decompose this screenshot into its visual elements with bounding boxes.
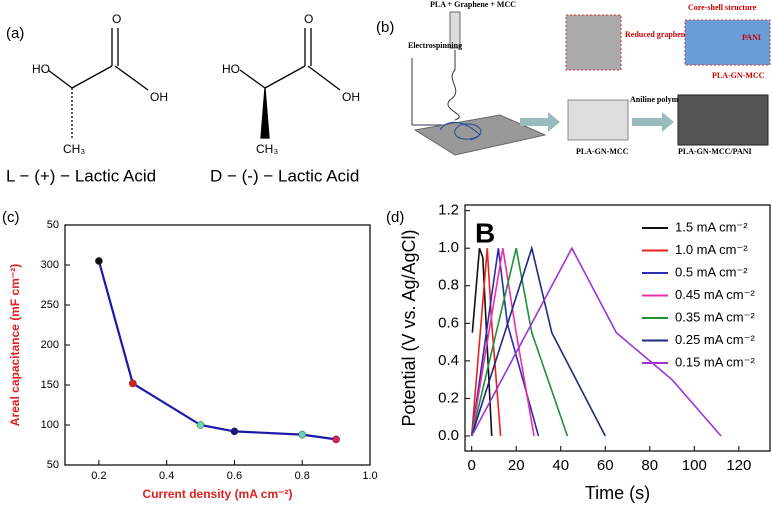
y-tick-label: 1.0: [438, 239, 459, 256]
mat: [567, 99, 629, 141]
legend-label: 0.15 mA cm⁻²: [675, 354, 755, 369]
legend-label: 0.45 mA cm⁻²: [675, 287, 755, 302]
mat: [677, 94, 769, 146]
y-tick-label: 1.2: [438, 202, 459, 219]
fibers: [439, 121, 482, 141]
molecule-l: [47, 28, 149, 138]
atom: O: [304, 12, 313, 26]
legend-label: 1.5 mA cm⁻²: [675, 219, 748, 234]
series-line: [470, 248, 569, 437]
panel-label: (d): [386, 209, 404, 226]
y-axis-label: Areal capacitance (mF cm⁻²): [8, 264, 22, 426]
series-line: [470, 248, 535, 437]
series-line: [97, 260, 337, 441]
label: Core-shell structure: [688, 3, 757, 12]
legend-label: 0.25 mA cm⁻²: [675, 332, 755, 347]
arrow: [632, 112, 674, 132]
x-tick-label: 120: [726, 457, 751, 474]
x-axis-label: Current density (mA cm⁻²): [143, 487, 293, 501]
y-tick-label: 0.4: [438, 352, 459, 369]
x-tick-label: 0.4: [159, 470, 174, 482]
atom: HO: [222, 62, 240, 76]
plot-frame: [464, 204, 771, 452]
label: Reduced graphene agglomeration: [625, 30, 741, 39]
marker: [298, 430, 307, 439]
x-axis-label: Time (s): [585, 483, 650, 503]
atom: CH₃: [256, 142, 278, 156]
series-line: [470, 246, 722, 437]
marker: [95, 257, 103, 265]
atom: OH: [342, 90, 360, 104]
x-tick-label: 60: [597, 457, 614, 474]
wire: [411, 50, 460, 126]
y-tick-label: 0.8: [438, 277, 459, 294]
marker: [230, 427, 239, 436]
x-tick-label: 40: [552, 457, 569, 474]
marker: [332, 435, 340, 444]
x-tick-label: 0: [468, 457, 476, 474]
y-tick-label: 150: [41, 379, 59, 391]
y-tick-label: 0.6: [438, 314, 459, 331]
annotation: B: [475, 217, 495, 248]
y-tick-label: 100: [41, 419, 59, 431]
arrow: [520, 112, 560, 132]
caption: L − (+) − Lactic Acid: [6, 166, 156, 185]
label: Electrospinning: [408, 41, 462, 50]
y-tick-label: 250: [41, 299, 59, 311]
label: PANI: [742, 33, 761, 42]
zoom-image: [565, 14, 622, 71]
atom: CH₃: [63, 142, 85, 156]
panel-label: (b): [376, 19, 394, 36]
series-line: [470, 248, 540, 437]
label: PLA + Graphene + MCC: [430, 0, 516, 9]
series-line: [470, 245, 606, 437]
atom: O: [112, 12, 121, 26]
x-tick-label: 20: [508, 457, 525, 474]
x-tick-label: 1.0: [362, 470, 377, 482]
caption: D − (-) − Lactic Acid: [210, 166, 359, 185]
y-tick-label: 200: [41, 339, 59, 351]
y-tick-label: 0.2: [438, 389, 459, 406]
syringe: [449, 11, 461, 49]
zoom-image: [684, 19, 771, 66]
series-line: [470, 248, 502, 437]
x-tick-label: 0.6: [227, 470, 242, 482]
marker: [128, 379, 137, 388]
molecule-d: [239, 28, 341, 139]
label: PLA-GN-MCC/PANI: [678, 147, 752, 156]
y-tick-label: 0.0: [438, 427, 459, 444]
marker: [196, 421, 205, 429]
y-tick-label: 300: [41, 259, 59, 271]
label: Aniline polymerization: [630, 95, 709, 104]
legend-label: 0.35 mA cm⁻²: [675, 309, 755, 324]
label: PLA-GN-MCC: [712, 71, 765, 80]
y-axis-label: Potential (V vs. Ag/AgCl): [399, 229, 419, 426]
x-tick-label: 80: [641, 457, 658, 474]
y-tick-label: 50: [47, 459, 59, 471]
atom: HO: [32, 62, 50, 76]
atom: OH: [150, 90, 168, 104]
x-tick-label: 0.8: [295, 470, 310, 482]
x-tick-label: 0.2: [91, 470, 106, 482]
panel-label: (c): [2, 209, 20, 226]
y-tick-label: 50: [47, 219, 59, 231]
label: PLA-GN-MCC: [576, 147, 629, 156]
legend-label: 0.5 mA cm⁻²: [675, 264, 748, 279]
panel-label: (a): [6, 25, 24, 42]
x-tick-label: 100: [682, 457, 707, 474]
legend-label: 1.0 mA cm⁻²: [675, 242, 748, 257]
